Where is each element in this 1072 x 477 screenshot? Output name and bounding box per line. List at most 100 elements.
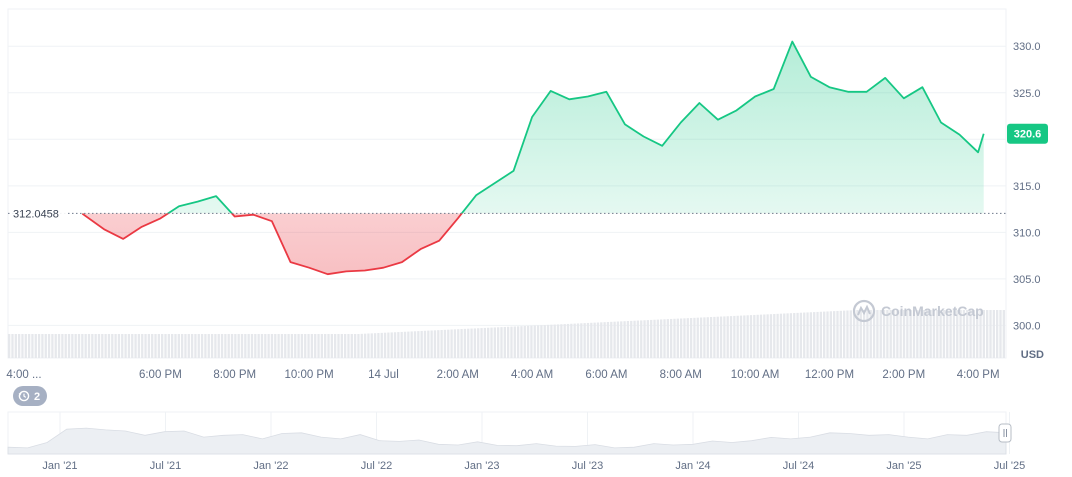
volume-bar [952,310,956,358]
volume-bar [37,334,41,358]
volume-bar [137,334,141,358]
volume-bar [180,334,184,358]
volume-bar [457,329,460,358]
volume-bar [739,315,743,358]
volume-bar [27,334,31,358]
volume-bar [420,330,423,358]
volume-bar [64,334,67,358]
volume-bar [626,321,630,358]
volume-bar [766,314,769,358]
x-tick-label: 8:00 PM [213,369,256,381]
volume-bar [902,310,906,358]
volume-bar [164,334,167,358]
volume-bar [779,313,783,358]
volume-bar [157,334,160,358]
volume-bar [447,329,450,358]
volume-bar [264,334,267,358]
volume-bar [393,332,397,358]
volume-bar [317,334,320,358]
volume-bar [307,334,310,358]
volume-bar [34,334,37,358]
volume-bar [477,328,480,358]
volume-bar [214,334,217,358]
volume-bar [769,314,773,358]
volume-bar [633,320,636,358]
volume-bar [793,313,796,358]
volume-bar [849,310,852,358]
volume-bar [869,310,872,358]
volume-bar [294,334,297,358]
volume-bar [500,327,503,358]
volume-bar [836,310,839,358]
volume-bar [879,310,882,358]
volume-bar [480,328,483,358]
volume-bar [713,316,716,358]
volume-bar [546,324,550,358]
volume-bar [936,310,939,358]
volume-bar [656,319,659,358]
volume-bar [177,334,180,358]
volume-bar [413,331,417,358]
navigator[interactable]: Jan '21 Jul '21 Jan '22 Jul '22 Jan '23 Jul '… [7,411,1025,472]
y-tick-label: 310.0 [1013,227,1041,239]
volume-bar [61,334,64,358]
volume-bar [892,310,896,358]
volume-bar [240,334,244,358]
volume-bar [756,314,759,358]
volume-bar [979,310,982,358]
volume-bar [746,315,749,358]
volume-bar [826,311,829,358]
volume-bar [783,313,786,358]
volume-bar [992,310,995,358]
volume-bar [147,334,151,358]
volume-bar [666,319,669,358]
volume-bar [114,334,117,358]
volume-bar [400,331,403,358]
volume-bar [81,334,84,358]
volume-bar [141,334,144,358]
volume-bar [340,334,343,358]
volume-bar [207,334,210,358]
history-button[interactable]: 2 [13,386,47,406]
volume-bar [290,334,294,358]
volume-bar [227,334,230,358]
volume-bar [683,318,686,358]
volume-bar [776,313,779,358]
volume-bar [124,334,127,358]
volume-bar [689,318,693,358]
volume-bar [526,325,530,358]
volume-bar [467,328,470,358]
volume-bar [663,319,666,358]
volume-bar [553,324,556,358]
volume-bar [986,310,989,358]
history-count: 2 [34,391,40,403]
volume-bar [1002,310,1005,358]
volume-bar [77,334,81,358]
volume-bar [773,314,776,358]
volume-bar [134,334,137,358]
volume-bar [107,334,111,358]
navigator-tick-label: Jan '23 [464,460,499,472]
volume-bar [916,310,919,358]
y-tick-label: 325.0 [1013,88,1041,100]
volume-bar [743,315,746,358]
volume-bar [151,334,154,358]
volume-bar [21,334,24,358]
volume-bar [433,330,437,358]
volume-bar [862,310,866,358]
volume-bar [334,334,337,358]
volume-bar [57,334,61,358]
volume-bar [260,334,264,358]
navigator-handle[interactable] [998,423,1012,443]
volume-bar [966,310,969,358]
volume-bar [842,310,846,358]
volume-bar [603,322,606,358]
volume-bar [699,317,703,358]
volume-bar [31,334,34,358]
x-tick-label: 6:00 PM [139,369,182,381]
volume-bar [417,331,420,358]
volume-bar [550,324,553,358]
price-area [81,40,985,276]
volume-bar [463,328,467,358]
